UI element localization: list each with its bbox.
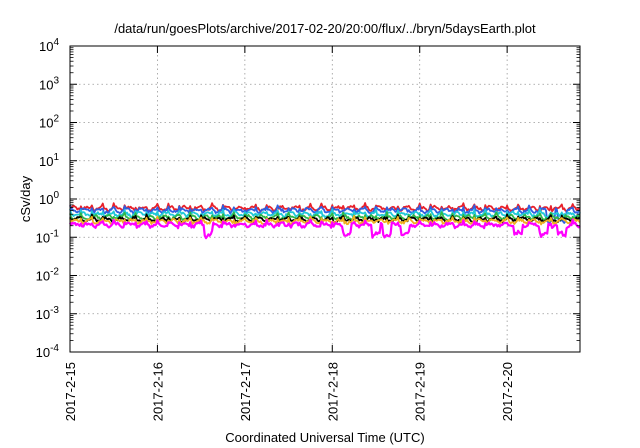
series-layer bbox=[69, 202, 581, 240]
y-tick-exponent: 1 bbox=[53, 152, 59, 163]
y-tick-label: 101 bbox=[39, 152, 59, 169]
x-tick-label: 2017-2-19 bbox=[413, 362, 428, 421]
series-line bbox=[69, 214, 581, 226]
series-line bbox=[69, 204, 581, 225]
x-tick-label: 2017-2-18 bbox=[325, 362, 340, 421]
y-tick-exponent: -4 bbox=[50, 343, 59, 354]
y-tick-label: 10-1 bbox=[36, 228, 60, 245]
y-tick-label: 10-3 bbox=[36, 305, 60, 322]
y-tick-exponent: 3 bbox=[53, 75, 59, 86]
y-tick-label: 103 bbox=[39, 75, 59, 92]
y-tick-label: 102 bbox=[39, 114, 59, 131]
x-tick-label: 2017-2-15 bbox=[63, 362, 78, 421]
x-axis-label: Coordinated Universal Time (UTC) bbox=[225, 430, 424, 445]
y-tick-exponent: 0 bbox=[53, 190, 59, 201]
series-line bbox=[69, 218, 581, 240]
x-tick-label: 2017-2-20 bbox=[500, 362, 515, 421]
y-tick-exponent: 2 bbox=[53, 114, 59, 125]
y-tick-label: 104 bbox=[39, 37, 59, 54]
y-axis-label: cSv/day bbox=[18, 175, 33, 222]
y-tick-exponent: 4 bbox=[53, 37, 59, 48]
x-tick-label: 2017-2-17 bbox=[238, 362, 253, 421]
y-tick-label: 100 bbox=[39, 190, 59, 207]
y-tick-exponent: -2 bbox=[50, 267, 59, 278]
y-tick-label: 10-2 bbox=[36, 267, 60, 284]
grid bbox=[70, 46, 580, 352]
x-tick-label: 2017-2-16 bbox=[150, 362, 165, 421]
y-tick-exponent: -3 bbox=[50, 305, 59, 316]
y-tick-label: 10-4 bbox=[36, 343, 60, 360]
x-axis: 2017-2-15 2017-2-16 2017-2-17 2017-2-18 2017… bbox=[63, 46, 515, 421]
y-tick-exponent: -1 bbox=[50, 228, 59, 239]
chart-title: /data/run/goesPlots/archive/2017-02-20/2… bbox=[114, 21, 536, 36]
